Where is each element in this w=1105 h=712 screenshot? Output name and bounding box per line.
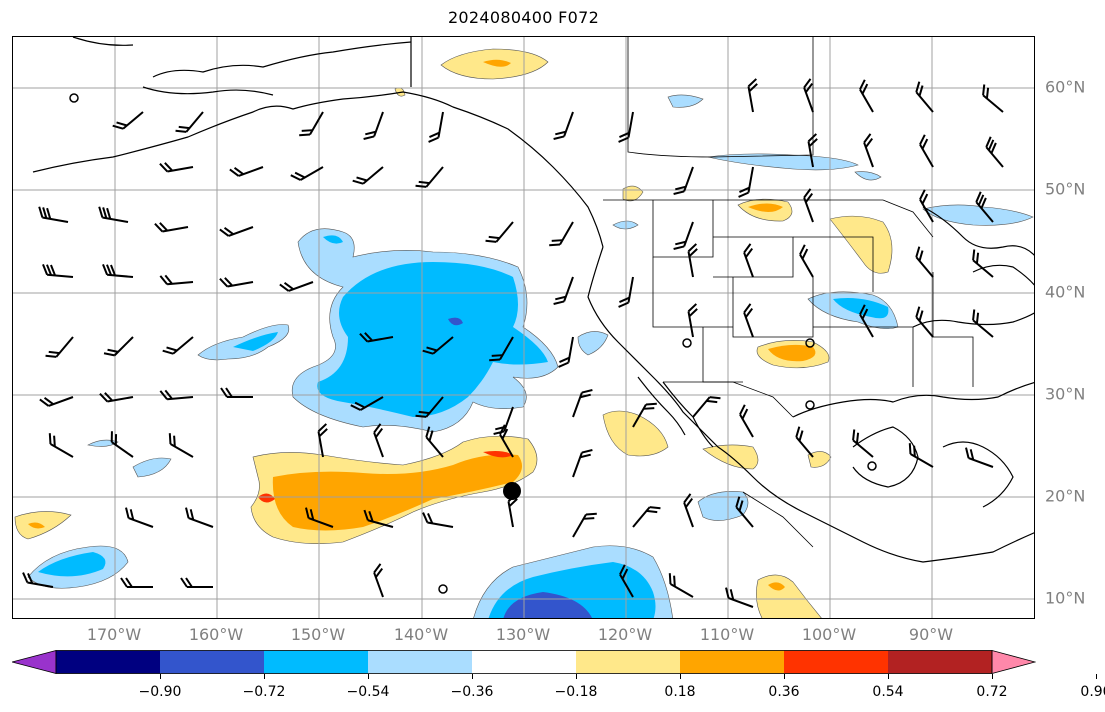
- colorbar-tick-label: −0.36: [450, 684, 494, 700]
- colorbar-tickmark: [160, 674, 161, 679]
- colorbar-segment: [888, 650, 993, 674]
- lat-label: 30°N: [1045, 384, 1086, 404]
- storm-center-marker: [503, 482, 521, 500]
- lon-label: 90°W: [908, 625, 954, 644]
- colorbar-segment: [56, 650, 161, 674]
- colorbar-tickmark: [264, 674, 265, 679]
- colorbar-segment: [472, 650, 577, 674]
- anomaly-shading: [14, 48, 1034, 618]
- colorbar-extend-high: [991, 650, 1036, 674]
- lat-label: 40°N: [1045, 282, 1086, 302]
- colorbar-tickmark: [888, 674, 889, 679]
- colorbar-segment: [368, 650, 473, 674]
- station-markers: [69, 93, 877, 594]
- colorbar-tickmark: [992, 674, 993, 679]
- colorbar-outline: [55, 650, 993, 674]
- lon-label: 160°W: [188, 625, 244, 644]
- colorbar-tick-label: 0.72: [976, 684, 1008, 700]
- map-svg: [13, 37, 1034, 618]
- political-borders: [603, 37, 974, 548]
- colorbar-tickmark: [680, 674, 681, 679]
- colorbar-tick-label: −0.90: [138, 684, 182, 700]
- colorbar-tick-label: −0.72: [242, 684, 286, 700]
- lat-label: 10°N: [1045, 588, 1086, 608]
- map-title: 2024080400 F072: [447, 8, 600, 27]
- lon-label: 170°W: [86, 625, 142, 644]
- lat-label: 60°N: [1045, 77, 1086, 97]
- colorbar-segment: [784, 650, 889, 674]
- lon-label: 120°W: [597, 625, 653, 644]
- lon-label: 110°W: [699, 625, 755, 644]
- colorbar-segment: [680, 650, 785, 674]
- colorbar: [12, 650, 1036, 674]
- colorbar-tickmark: [1096, 674, 1097, 679]
- lat-label: 20°N: [1045, 486, 1086, 506]
- colorbar-tick-label: −0.54: [346, 684, 390, 700]
- colorbar-tick-label: 0.54: [872, 684, 904, 700]
- colorbar-segment: [264, 650, 369, 674]
- colorbar-segment: [576, 650, 681, 674]
- coastlines: [32, 37, 1034, 563]
- lon-label: 140°W: [393, 625, 449, 644]
- colorbar-tickmark: [472, 674, 473, 679]
- colorbar-tick-label: −0.18: [554, 684, 598, 700]
- colorbar-tickmark: [784, 674, 785, 679]
- lon-label: 100°W: [801, 625, 857, 644]
- colorbar-tickmark: [576, 674, 577, 679]
- lon-label: 130°W: [495, 625, 551, 644]
- colorbar-tick-label: 0.18: [664, 684, 696, 700]
- lat-label: 50°N: [1045, 179, 1086, 199]
- colorbar-tickmark: [368, 674, 369, 679]
- map-panel[interactable]: [12, 36, 1035, 619]
- lon-label: 150°W: [290, 625, 346, 644]
- colorbar-tick-label: 0.90: [1080, 684, 1105, 700]
- colorbar-extend-low: [12, 650, 57, 674]
- colorbar-tick-label: 0.36: [768, 684, 800, 700]
- colorbar-segment: [160, 650, 265, 674]
